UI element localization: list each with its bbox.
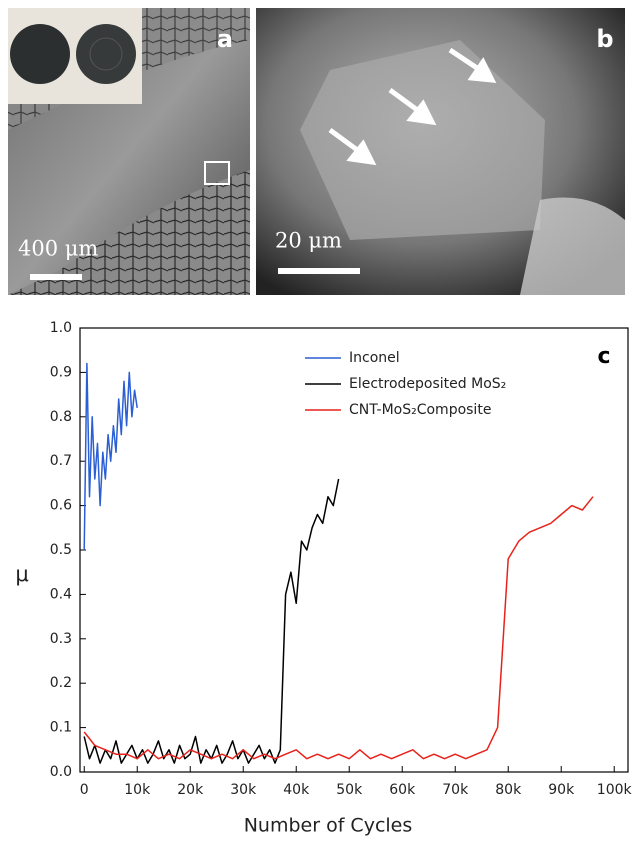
y-tick-label: 0.4 [50,586,72,602]
x-tick-label: 50k [336,782,363,798]
y-tick-label: 0.9 [50,364,72,380]
x-tick-label: 80k [495,782,522,798]
data-line [84,497,593,759]
y-tick-label: 0.8 [50,409,72,425]
y-tick-label: 0.6 [50,498,72,514]
panel-label: b [596,25,613,53]
legend-label: Inconel [349,350,400,366]
x-axis-label: Number of Cycles [244,815,413,837]
x-tick-label: 100k [597,782,633,798]
x-tick-label: 30k [230,782,257,798]
disk [10,24,70,84]
scale-bar [30,274,82,280]
x-tick-label: 0 [80,782,89,798]
scale-bar-label: 20 μm [275,229,342,253]
legend-label: Electrodeposited MoS₂ [349,376,506,392]
y-axis-label: μ [15,562,28,586]
x-tick-label: 60k [389,782,416,798]
scale-bar-label: 400 μm [18,237,98,261]
panel-label: c [597,344,610,369]
plot-frame [80,328,628,772]
y-tick-label: 0.5 [50,542,72,558]
y-tick-label: 0.7 [50,453,72,469]
data-line [84,364,137,551]
x-tick-label: 20k [177,782,204,798]
scale-bar [278,268,360,274]
x-tick-label: 10k [124,782,151,798]
data-line [84,479,338,763]
chart: a 400 μm b 20 μm c Number of Cycles μ 0.… [0,0,633,841]
x-tick-label: 70k [442,782,469,798]
panel-b: b 20 μm [256,8,625,295]
y-tick-label: 0.2 [50,675,72,691]
panel-a: a 400 μm [8,8,250,295]
panel-label: a [217,25,233,53]
y-tick-label: 0.0 [50,764,72,780]
legend-label: CNT-MoS₂Composite [349,402,491,418]
x-tick-label: 90k [548,782,575,798]
y-tick-label: 0.1 [50,720,72,736]
disk [76,24,136,84]
figure: a 400 μm b 20 μm c Number of Cycles μ 0.… [0,0,633,841]
y-tick-label: 0.3 [50,631,72,647]
x-tick-label: 40k [283,782,310,798]
y-tick-label: 1.0 [50,320,72,336]
